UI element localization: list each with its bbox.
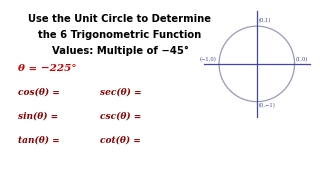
Text: tan(θ) =: tan(θ) = [18,136,60,145]
Text: (−1,0): (−1,0) [199,57,216,62]
Text: (0,1): (0,1) [259,18,271,23]
Text: sec(θ) =: sec(θ) = [100,88,141,97]
Text: θ = −225°: θ = −225° [18,64,76,73]
Text: sin(θ) =: sin(θ) = [18,112,58,121]
Text: csc(θ) =: csc(θ) = [100,112,141,121]
Text: (0,−1): (0,−1) [259,103,276,108]
Text: the 6 Trigonometric Function: the 6 Trigonometric Function [38,30,202,40]
Text: cos(θ) =: cos(θ) = [18,88,60,97]
Text: cot(θ) =: cot(θ) = [100,136,141,145]
Text: (1,0): (1,0) [295,57,308,62]
Text: Use the Unit Circle to Determine: Use the Unit Circle to Determine [28,14,212,24]
Text: Values: Multiple of −45°: Values: Multiple of −45° [52,46,188,56]
